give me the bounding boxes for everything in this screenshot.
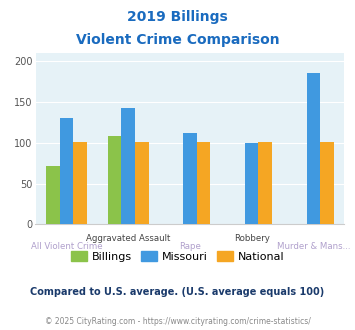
Text: Violent Crime Comparison: Violent Crime Comparison — [76, 33, 279, 47]
Text: Murder & Mans...: Murder & Mans... — [277, 242, 350, 251]
Text: 2019 Billings: 2019 Billings — [127, 10, 228, 24]
Bar — [197, 142, 210, 224]
Text: Robbery: Robbery — [234, 234, 270, 243]
Bar — [108, 136, 121, 224]
Bar — [320, 142, 334, 224]
Bar — [307, 73, 320, 224]
Text: Aggravated Assault: Aggravated Assault — [86, 234, 170, 243]
Bar — [121, 108, 135, 224]
Bar — [258, 142, 272, 224]
Bar — [135, 142, 148, 224]
Text: Rape: Rape — [179, 242, 201, 251]
Text: © 2025 CityRating.com - https://www.cityrating.com/crime-statistics/: © 2025 CityRating.com - https://www.city… — [45, 317, 310, 326]
Text: All Violent Crime: All Violent Crime — [31, 242, 102, 251]
Bar — [46, 166, 60, 224]
Bar — [60, 118, 73, 224]
Bar — [245, 143, 258, 224]
Text: Compared to U.S. average. (U.S. average equals 100): Compared to U.S. average. (U.S. average … — [31, 287, 324, 297]
Bar — [183, 133, 197, 224]
Legend: Billings, Missouri, National: Billings, Missouri, National — [66, 247, 289, 266]
Bar — [73, 142, 87, 224]
